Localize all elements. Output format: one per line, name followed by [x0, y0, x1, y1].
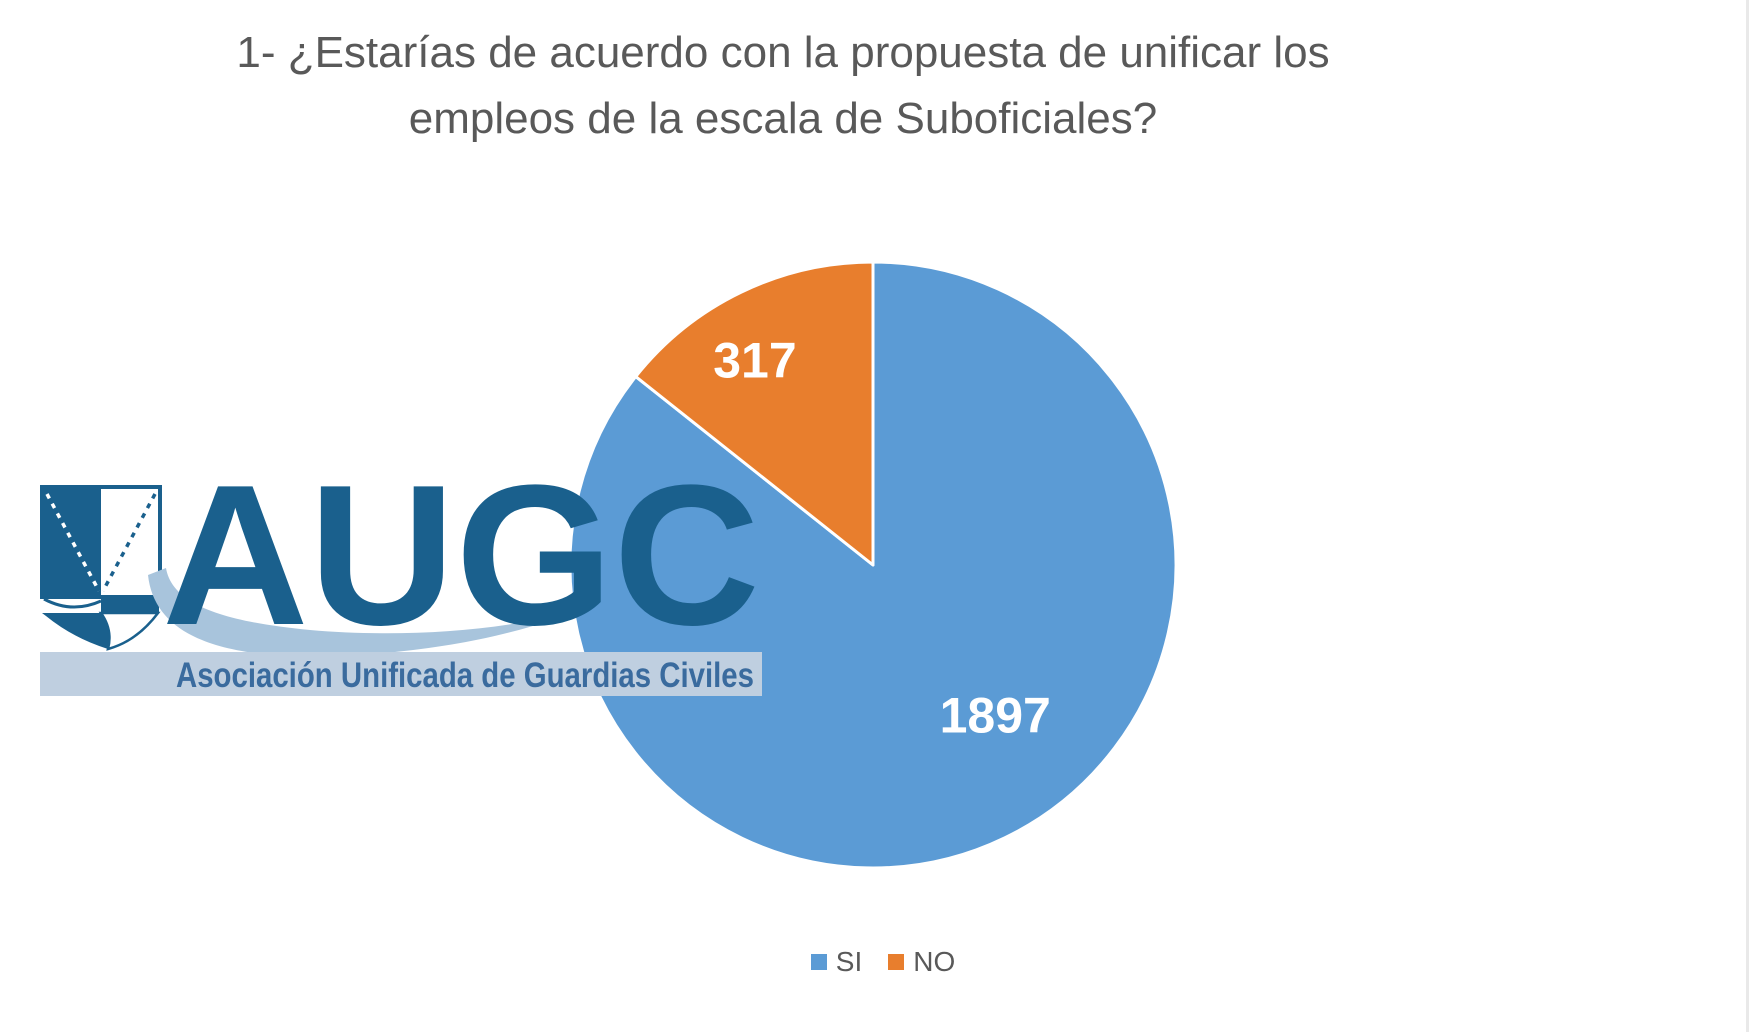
chart-title-line2: empleos de la escala de Suboficiales? [408, 94, 1158, 143]
chart-legend: SI NO [0, 946, 1756, 978]
legend-swatch-si [810, 954, 827, 970]
pie-slice-no[interactable] [634, 260, 875, 567]
logo-subtitle: Asociación Unificada de Guardias Civiles [176, 656, 754, 695]
legend-swatch-no [888, 954, 905, 970]
shield-icon [40, 485, 162, 651]
chart-right-border [1746, 0, 1749, 1032]
pie-data-label-no: 317 [713, 332, 796, 388]
chart-title: 1- ¿Estarías de acuerdo con la propuesta… [0, 20, 1566, 152]
pie-data-label-si: 1897 [940, 688, 1051, 744]
legend-label-si: SI [835, 946, 863, 977]
chart-title-line1: 1- ¿Estarías de acuerdo con la propuesta… [236, 28, 1330, 77]
legend-label-no: NO [913, 946, 956, 977]
logo-swoosh [148, 568, 590, 657]
legend-item-si[interactable]: SI [810, 946, 863, 978]
logo-acronym: AUGC [162, 444, 760, 667]
legend-item-no[interactable]: NO [888, 946, 955, 978]
logo-band [40, 652, 762, 696]
